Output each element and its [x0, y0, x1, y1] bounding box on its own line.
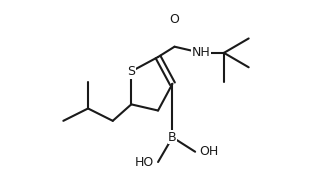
Text: B: B — [168, 131, 177, 144]
Text: OH: OH — [199, 145, 218, 158]
Text: NH: NH — [192, 46, 211, 59]
Text: HO: HO — [135, 155, 154, 169]
Text: O: O — [170, 13, 179, 26]
Text: S: S — [127, 65, 135, 78]
